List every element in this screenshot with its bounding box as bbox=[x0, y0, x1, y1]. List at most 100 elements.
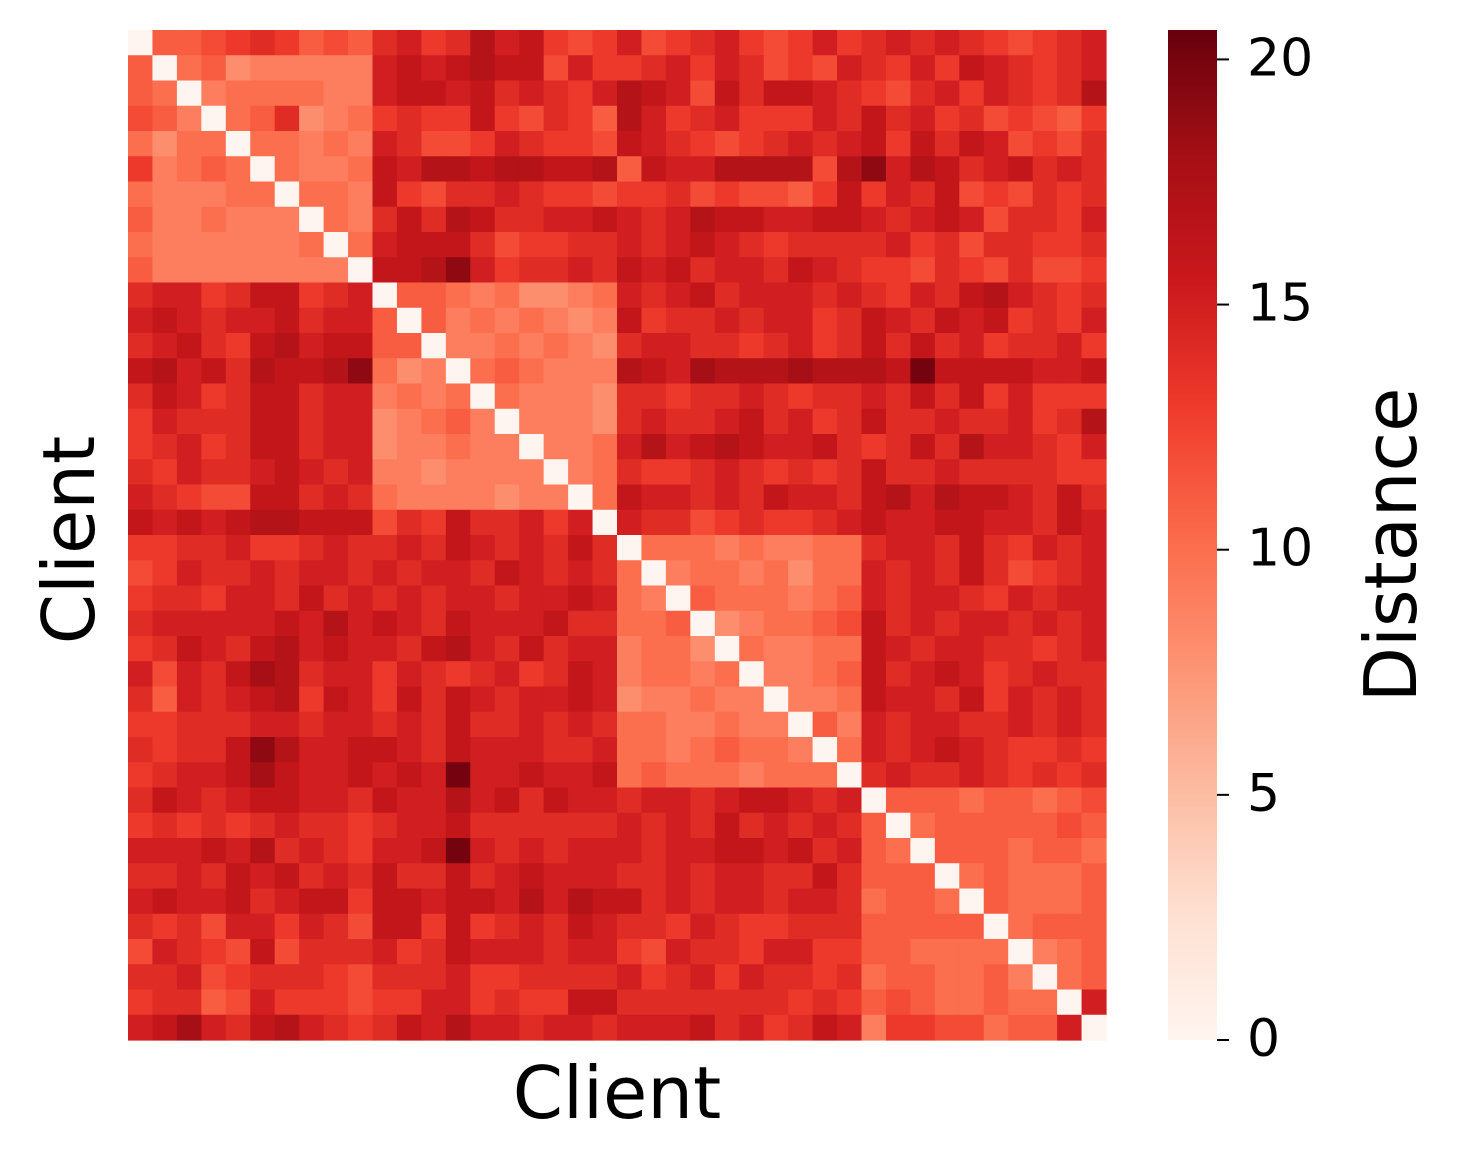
heatmap-cell bbox=[739, 989, 765, 1016]
heatmap-cell bbox=[665, 661, 691, 688]
heatmap-cell bbox=[494, 888, 520, 915]
heatmap-cell bbox=[1032, 55, 1058, 82]
heatmap-cell bbox=[568, 156, 594, 183]
heatmap-cell bbox=[250, 232, 276, 258]
heatmap-cell bbox=[959, 257, 985, 284]
heatmap-cell bbox=[250, 459, 276, 486]
heatmap-cell bbox=[421, 434, 447, 460]
heatmap-cell bbox=[274, 661, 300, 688]
heatmap-cell bbox=[225, 535, 251, 561]
heatmap-cell bbox=[494, 434, 520, 460]
heatmap-cell bbox=[225, 408, 251, 435]
heatmap-cell bbox=[201, 610, 227, 637]
heatmap-cell bbox=[274, 181, 300, 208]
heatmap-cell bbox=[1057, 737, 1083, 763]
heatmap-cell bbox=[1057, 989, 1083, 1016]
heatmap-cell bbox=[1057, 812, 1083, 839]
heatmap-cell bbox=[1008, 661, 1034, 688]
heatmap-cell bbox=[714, 333, 740, 359]
heatmap-cell bbox=[494, 408, 520, 435]
heatmap-cell bbox=[396, 307, 422, 334]
heatmap-cell bbox=[1008, 838, 1034, 864]
heatmap-cell bbox=[592, 358, 618, 385]
heatmap-cell bbox=[494, 131, 520, 157]
heatmap-cell bbox=[714, 307, 740, 334]
heatmap-cell bbox=[1032, 333, 1058, 359]
heatmap-cell bbox=[250, 964, 276, 991]
heatmap-cell bbox=[128, 762, 154, 789]
heatmap-cell bbox=[225, 459, 251, 486]
heatmap-cell bbox=[641, 257, 667, 284]
heatmap-cell bbox=[1032, 131, 1058, 157]
heatmap-cell bbox=[714, 787, 740, 814]
heatmap-cell bbox=[714, 661, 740, 688]
heatmap-cell bbox=[519, 610, 545, 637]
heatmap-cell bbox=[494, 585, 520, 612]
heatmap-cell bbox=[396, 333, 422, 359]
heatmap-cell bbox=[201, 282, 227, 309]
heatmap-cell bbox=[690, 762, 716, 789]
heatmap-cell bbox=[274, 131, 300, 157]
heatmap-cell bbox=[299, 257, 325, 284]
heatmap-cell bbox=[885, 484, 911, 511]
heatmap-cell bbox=[201, 257, 227, 284]
heatmap-cell bbox=[396, 939, 422, 965]
heatmap-cell bbox=[1008, 888, 1034, 915]
heatmap-cell bbox=[690, 737, 716, 763]
heatmap-cell bbox=[201, 838, 227, 864]
heatmap-cell bbox=[396, 711, 422, 738]
heatmap-cell bbox=[128, 711, 154, 738]
heatmap-cell bbox=[1008, 333, 1034, 359]
heatmap-cell bbox=[934, 282, 960, 309]
heatmap-cell bbox=[225, 206, 251, 233]
heatmap-cell bbox=[959, 812, 985, 839]
heatmap-cell bbox=[617, 863, 643, 890]
heatmap-cell bbox=[225, 787, 251, 814]
heatmap-cell bbox=[665, 939, 691, 965]
heatmap-cell bbox=[445, 939, 471, 965]
heatmap-cell bbox=[641, 484, 667, 511]
heatmap-cell bbox=[201, 383, 227, 410]
heatmap-cell bbox=[739, 636, 765, 662]
heatmap-cell bbox=[934, 257, 960, 284]
heatmap-cell bbox=[959, 358, 985, 385]
heatmap-cell bbox=[714, 206, 740, 233]
heatmap-cell bbox=[568, 55, 594, 82]
heatmap-cell bbox=[201, 964, 227, 991]
heatmap-cell bbox=[641, 80, 667, 107]
heatmap-cell bbox=[299, 1014, 325, 1041]
heatmap-cell bbox=[470, 610, 496, 637]
heatmap-cell bbox=[885, 232, 911, 258]
heatmap-cell bbox=[910, 888, 936, 915]
heatmap-cell bbox=[714, 762, 740, 789]
heatmap-cell bbox=[494, 762, 520, 789]
heatmap-cell bbox=[690, 307, 716, 334]
heatmap-cell bbox=[934, 964, 960, 991]
heatmap-cell bbox=[225, 888, 251, 915]
heatmap-cell bbox=[1057, 913, 1083, 940]
heatmap-cell bbox=[763, 1014, 789, 1041]
heatmap-cell bbox=[225, 257, 251, 284]
heatmap-cell bbox=[176, 661, 202, 688]
heatmap-cell bbox=[225, 181, 251, 208]
heatmap-cell bbox=[176, 181, 202, 208]
heatmap-cell bbox=[201, 358, 227, 385]
heatmap-cell bbox=[714, 358, 740, 385]
heatmap-cell bbox=[1081, 737, 1107, 763]
heatmap-cell bbox=[617, 131, 643, 157]
heatmap-cell bbox=[665, 1014, 691, 1041]
heatmap-cell bbox=[299, 509, 325, 536]
heatmap-cell bbox=[788, 787, 814, 814]
heatmap-cell bbox=[665, 105, 691, 132]
heatmap-cell bbox=[885, 408, 911, 435]
heatmap-cell bbox=[470, 636, 496, 662]
heatmap-cell bbox=[861, 838, 887, 864]
heatmap-cell bbox=[592, 535, 618, 561]
heatmap-cell bbox=[519, 408, 545, 435]
heatmap-cell bbox=[152, 964, 178, 991]
heatmap-cell bbox=[445, 989, 471, 1016]
heatmap-cell bbox=[885, 105, 911, 132]
heatmap-cell bbox=[861, 156, 887, 183]
heatmap-cell bbox=[348, 257, 374, 284]
heatmap-cell bbox=[592, 737, 618, 763]
